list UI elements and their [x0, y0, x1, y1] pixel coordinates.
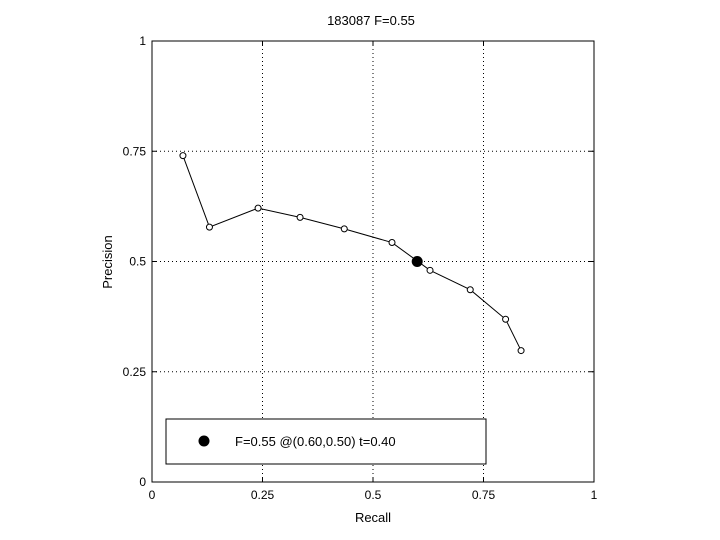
data-point: [466, 286, 474, 294]
x-axis-label: Recall: [355, 510, 391, 525]
data-point: [254, 204, 262, 212]
highlight-point: [411, 256, 423, 267]
data-point: [388, 239, 396, 247]
x-tick-label: 0.25: [251, 488, 275, 502]
y-tick-label: 0: [139, 475, 146, 489]
axis-ticks: [151, 40, 595, 483]
data-point: [205, 223, 213, 231]
series-group: [179, 152, 525, 355]
data-point: [296, 213, 304, 221]
y-tick-label: 0.5: [129, 255, 146, 269]
x-tick-label: 1: [591, 488, 598, 502]
legend-box: [165, 418, 487, 465]
y-tick-label: 0.75: [123, 144, 147, 158]
series-line: [182, 155, 522, 351]
y-axis-label: Precision: [100, 235, 115, 288]
legend: F=0.55 @(0.60,0.50) t=0.40: [165, 418, 487, 465]
data-point: [426, 266, 434, 274]
data-point: [179, 152, 187, 160]
data-point: [502, 315, 510, 323]
x-tick-label: 0.75: [472, 488, 496, 502]
legend-marker: [198, 435, 210, 447]
chart-title: 183087 F=0.55: [327, 13, 415, 28]
x-tick-label: 0: [149, 488, 156, 502]
y-tick-label: 1: [139, 34, 146, 48]
data-point: [517, 347, 525, 355]
data-point: [340, 225, 348, 233]
legend-label: F=0.55 @(0.60,0.50) t=0.40: [235, 434, 396, 449]
x-tick-label: 0.5: [365, 488, 382, 502]
y-tick-label: 0.25: [123, 365, 147, 379]
tick-labels: 0 0.25 0.5 0.75 1 0 0.25 0.5 0.75 1: [123, 34, 598, 502]
grid-lines: [152, 41, 594, 482]
